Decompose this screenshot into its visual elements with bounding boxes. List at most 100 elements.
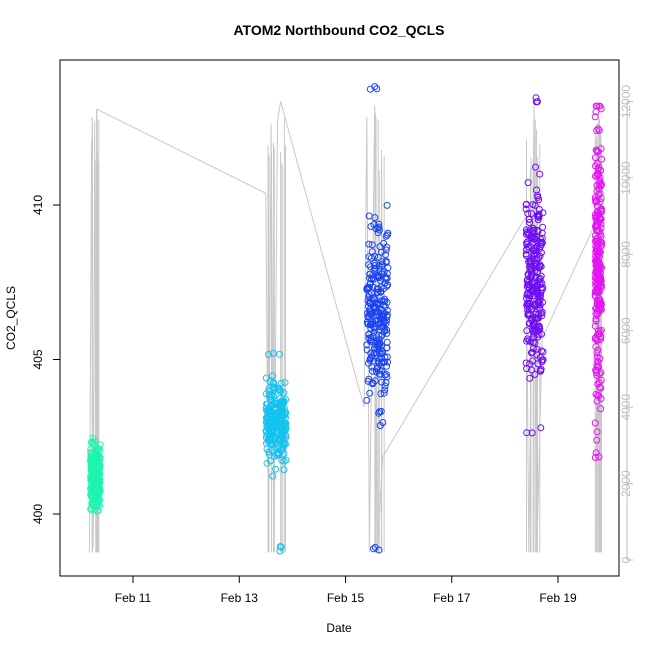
- data-point: [537, 353, 544, 361]
- data-point: [528, 429, 536, 437]
- data-point: [595, 191, 603, 199]
- data-point: [94, 494, 101, 502]
- data-point: [597, 376, 605, 384]
- data-point: [536, 170, 544, 178]
- data-point: [538, 239, 546, 247]
- x-axis-label: Date: [326, 621, 352, 635]
- data-point: [379, 319, 387, 327]
- data-point: [529, 201, 537, 209]
- data-point: [593, 222, 601, 230]
- data-point: [377, 390, 385, 398]
- data-point: [593, 187, 601, 195]
- data-point: [534, 360, 542, 368]
- data-point: [371, 262, 379, 269]
- data-point: [378, 359, 386, 367]
- data-point: [371, 303, 379, 311]
- data-point: [593, 366, 601, 374]
- data-point: [592, 279, 600, 287]
- data-point: [275, 412, 283, 420]
- data-point: [593, 297, 601, 305]
- data-point: [593, 226, 601, 234]
- data-point: [368, 241, 376, 249]
- data-point: [381, 382, 389, 390]
- data-point: [593, 257, 601, 265]
- data-point: [596, 178, 604, 185]
- y2-tick-label: 2000: [619, 470, 633, 497]
- data-point: [262, 374, 270, 382]
- data-point: [272, 423, 280, 431]
- data-point: [269, 372, 277, 380]
- data-point: [531, 371, 539, 378]
- data-point: [592, 162, 599, 170]
- data-points-layer: [87, 83, 605, 555]
- data-point: [269, 472, 277, 480]
- data-point: [363, 285, 371, 293]
- data-point: [277, 399, 285, 407]
- data-point: [592, 281, 600, 289]
- data-point: [593, 361, 601, 369]
- data-point: [376, 340, 384, 348]
- series-5: [591, 102, 605, 461]
- data-point: [280, 450, 288, 457]
- data-point: [90, 455, 98, 463]
- series-3: [363, 83, 392, 554]
- data-point: [375, 331, 383, 339]
- data-point: [383, 362, 391, 370]
- data-point: [592, 102, 600, 110]
- data-point: [266, 393, 274, 401]
- data-point: [365, 330, 373, 338]
- data-point: [535, 212, 543, 220]
- data-point: [383, 201, 391, 209]
- altitude-trace-line: [88, 101, 600, 553]
- data-point: [374, 364, 382, 371]
- data-point: [533, 315, 541, 323]
- data-point: [592, 317, 600, 325]
- data-point: [591, 454, 599, 461]
- data-point: [376, 320, 384, 327]
- data-point: [281, 426, 289, 434]
- data-point: [529, 224, 537, 232]
- data-point: [523, 246, 531, 254]
- data-point: [524, 243, 532, 251]
- data-point: [90, 485, 98, 493]
- data-point: [265, 451, 273, 459]
- data-point: [87, 445, 95, 453]
- data-point: [593, 337, 601, 344]
- series-1: [87, 434, 104, 515]
- data-point: [592, 198, 600, 206]
- data-point: [596, 297, 604, 305]
- y-axis: 400 405 410: [31, 195, 60, 524]
- data-point: [528, 234, 535, 242]
- y2-tick-label: 6000: [619, 317, 633, 344]
- data-point: [537, 309, 545, 317]
- y-tick-label: 400: [31, 504, 45, 524]
- data-point: [282, 456, 290, 464]
- data-point: [591, 113, 599, 121]
- data-point: [270, 452, 278, 460]
- data-point: [367, 354, 375, 361]
- data-point: [523, 327, 531, 335]
- data-point: [533, 345, 541, 353]
- data-point: [365, 240, 373, 248]
- data-point: [371, 543, 379, 551]
- data-point: [597, 166, 604, 174]
- data-point: [278, 456, 286, 464]
- data-point: [265, 351, 272, 358]
- x-axis: Feb 11 Feb 13 Feb 15 Feb 17 Feb 19: [115, 576, 577, 605]
- data-point: [381, 358, 389, 366]
- data-point: [365, 375, 373, 383]
- data-point: [382, 379, 390, 387]
- altitude-trace-layer: [88, 101, 603, 553]
- data-point: [375, 409, 383, 417]
- data-point: [277, 379, 285, 387]
- data-point: [538, 358, 546, 366]
- data-point: [593, 127, 601, 134]
- data-point: [95, 470, 103, 478]
- data-point: [524, 210, 532, 218]
- data-point: [594, 346, 602, 354]
- data-point: [539, 209, 547, 217]
- data-point: [365, 312, 373, 320]
- data-point: [96, 441, 104, 449]
- data-point: [591, 288, 599, 296]
